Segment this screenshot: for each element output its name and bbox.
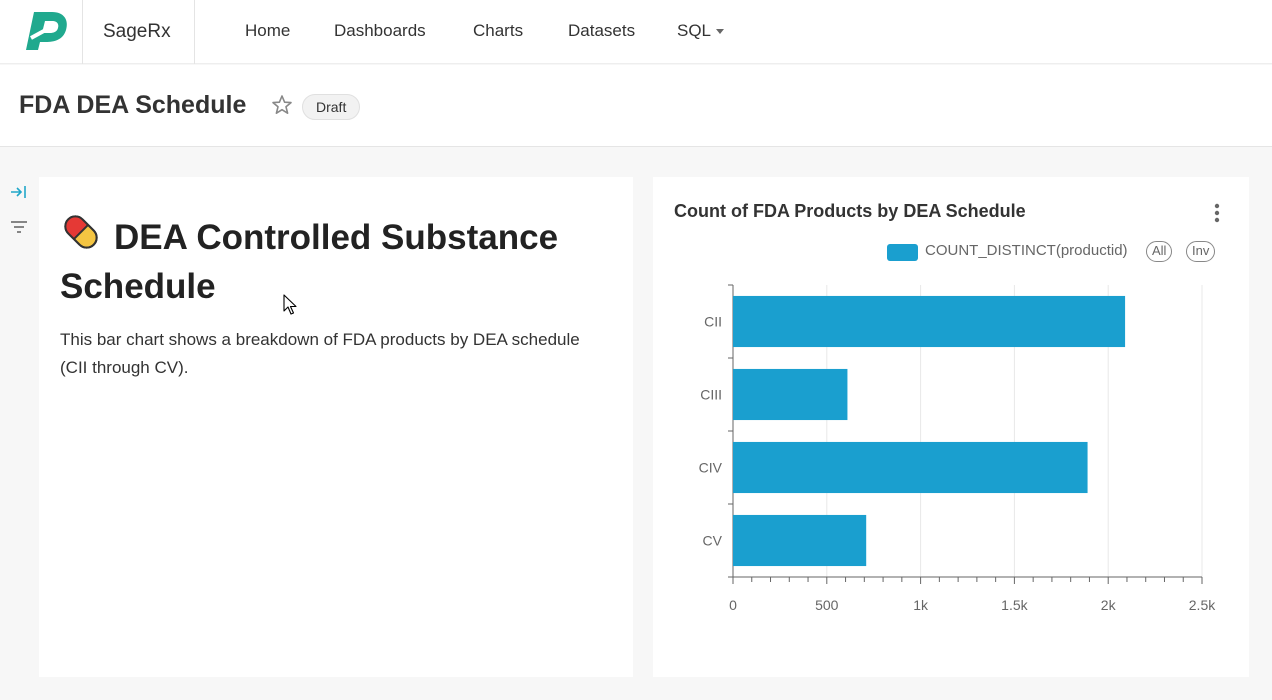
legend-swatch[interactable] [887,244,918,261]
markdown-body: This bar chart shows a breakdown of FDA … [60,330,580,377]
filter-icon[interactable] [9,217,29,237]
dashboard-title[interactable]: FDA DEA Schedule [19,91,247,119]
chart-card: Count of FDA Products by DEA Schedule CO… [653,177,1249,677]
nav-home[interactable]: Home [245,21,291,40]
x-tick-label: 1.5k [1001,597,1028,613]
bar-chart: 0 500 1k 1.5k 2k 2.5k CII CIII CIV CV [699,284,1216,613]
expand-filter-panel-icon[interactable] [9,182,29,202]
bar [733,368,848,421]
brand-name[interactable]: SageRx [82,0,195,64]
y-tick-label: CIII [700,387,722,403]
dashboard-header: FDA DEA Schedule Draft [0,65,1272,147]
x-tick-label: 0 [729,597,737,613]
status-badge: Draft [302,94,361,120]
chart-title: Count of FDA Products by DEA Schedule [674,201,1026,221]
x-tick-label: 500 [815,597,839,613]
x-tick-label: 2k [1101,597,1117,613]
legend-inverse-button[interactable]: Inv [1186,241,1216,262]
pill-icon [64,215,98,249]
nav-sql-label: SQL [677,21,712,40]
more-options-icon[interactable] [1211,201,1223,225]
markdown-heading-text: DEA Controlled Substance Schedule [60,218,559,306]
nav-datasets[interactable]: Datasets [568,21,636,40]
top-navbar: SageRx Home Dashboards Charts Datasets S… [0,0,1272,64]
markdown-heading: DEA Controlled Substance Schedule [60,211,620,311]
bar [733,514,867,567]
mouse-cursor-icon [283,294,297,315]
markdown-card: DEA Controlled Substance Schedule This b… [39,177,633,677]
sagerx-logo-icon[interactable] [20,6,72,56]
y-tick-label: CIV [699,460,723,476]
nav-dashboards[interactable]: Dashboards [334,21,426,40]
legend-select-all-button[interactable]: All [1146,241,1173,262]
bar [733,441,1088,494]
star-icon[interactable] [270,93,294,117]
y-tick-label: CV [703,533,723,549]
x-tick-label: 1k [913,597,929,613]
caret-down-icon [716,29,725,35]
x-tick-label: 2.5k [1189,597,1216,613]
nav-sql-dropdown[interactable]: SQL [677,0,725,64]
bar [733,295,1126,348]
y-tick-label: CII [704,314,722,330]
nav-charts[interactable]: Charts [473,21,524,40]
legend-label[interactable]: COUNT_DISTINCT(productid) [925,242,1128,259]
